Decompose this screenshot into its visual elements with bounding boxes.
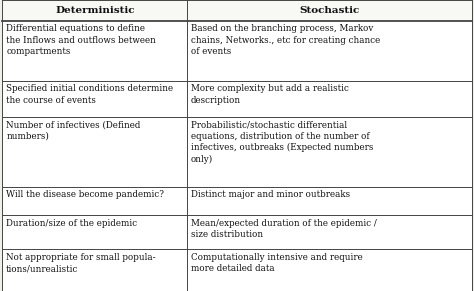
Text: Not appropriate for small popula-
tions/unrealistic: Not appropriate for small popula- tions/… (6, 253, 156, 273)
Text: Specified initial conditions determine
the course of events: Specified initial conditions determine t… (6, 84, 173, 105)
Bar (2, 0, 472, 21)
Text: Probabilistic/stochastic differential
equations, distribution of the number of
i: Probabilistic/stochastic differential eq… (191, 120, 374, 164)
Text: More complexity but add a realistic
description: More complexity but add a realistic desc… (191, 84, 349, 105)
Text: Will the disease become pandemic?: Will the disease become pandemic? (6, 190, 164, 199)
Text: Stochastic: Stochastic (299, 6, 360, 15)
Text: Duration/size of the epidemic: Duration/size of the epidemic (6, 219, 137, 228)
Text: Distinct major and minor outbreaks: Distinct major and minor outbreaks (191, 190, 350, 199)
Text: Mean/expected duration of the epidemic /
size distribution: Mean/expected duration of the epidemic /… (191, 219, 377, 239)
Text: Based on the branching process, Markov
chains, Networks., etc for creating chanc: Based on the branching process, Markov c… (191, 24, 380, 56)
Text: Deterministic: Deterministic (55, 6, 135, 15)
Text: Computationally intensive and require
more detailed data: Computationally intensive and require mo… (191, 253, 363, 273)
Text: Differential equations to define
the Inflows and outflows between
compartments: Differential equations to define the Inf… (6, 24, 156, 56)
Text: Number of infectives (Defined
numbers): Number of infectives (Defined numbers) (6, 120, 140, 141)
